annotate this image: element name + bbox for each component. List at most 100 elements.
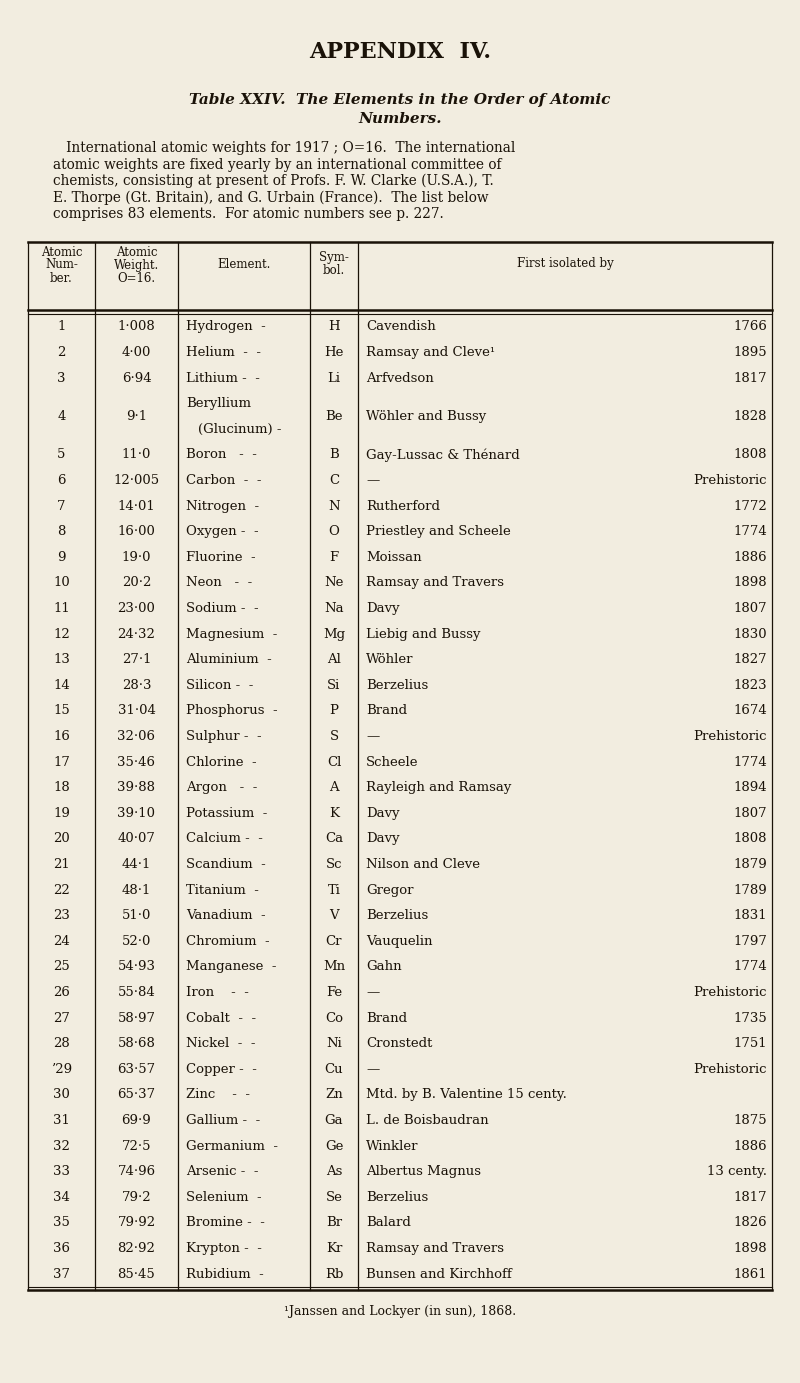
Text: Al: Al (327, 653, 341, 667)
Text: 21: 21 (53, 857, 70, 871)
Text: Element.: Element. (218, 257, 270, 271)
Text: 51·0: 51·0 (122, 909, 151, 922)
Text: 32·06: 32·06 (118, 730, 155, 743)
Text: 25: 25 (53, 960, 70, 974)
Text: Argon   -  -: Argon - - (186, 781, 258, 794)
Text: Atomic: Atomic (116, 246, 158, 259)
Text: Prehistoric: Prehistoric (694, 730, 767, 743)
Text: Si: Si (327, 679, 341, 692)
Text: Berzelius: Berzelius (366, 679, 428, 692)
Text: A: A (329, 781, 339, 794)
Text: 5: 5 (58, 448, 66, 462)
Text: H: H (328, 321, 340, 333)
Text: 20: 20 (53, 833, 70, 845)
Text: Calcium -  -: Calcium - - (186, 833, 263, 845)
Text: Cr: Cr (326, 935, 342, 947)
Text: Na: Na (324, 602, 344, 615)
Text: 3: 3 (58, 372, 66, 384)
Text: 63·57: 63·57 (118, 1064, 155, 1076)
Text: Fluorine  -: Fluorine - (186, 550, 256, 564)
Text: 69·9: 69·9 (122, 1115, 151, 1127)
Text: 14: 14 (53, 679, 70, 692)
Text: Cl: Cl (327, 755, 341, 769)
Text: 4·00: 4·00 (122, 346, 151, 360)
Text: Vauquelin: Vauquelin (366, 935, 433, 947)
Text: Germanium  -: Germanium - (186, 1140, 278, 1152)
Text: Selenium  -: Selenium - (186, 1191, 262, 1203)
Text: ’29: ’29 (51, 1064, 72, 1076)
Text: 79·92: 79·92 (118, 1217, 155, 1229)
Text: Titanium  -: Titanium - (186, 884, 259, 896)
Text: 12·005: 12·005 (114, 474, 159, 487)
Text: Co: Co (325, 1011, 343, 1025)
Text: Boron   -  -: Boron - - (186, 448, 257, 462)
Text: Davy: Davy (366, 833, 400, 845)
Text: Cavendish: Cavendish (366, 321, 436, 333)
Text: 1766: 1766 (733, 321, 767, 333)
Text: 1828: 1828 (734, 409, 767, 423)
Text: Beryllium: Beryllium (186, 397, 251, 411)
Text: Manganese  -: Manganese - (186, 960, 277, 974)
Text: 1898: 1898 (734, 1242, 767, 1256)
Text: Krypton -  -: Krypton - - (186, 1242, 262, 1256)
Text: Chromium  -: Chromium - (186, 935, 270, 947)
Text: 6·94: 6·94 (122, 372, 151, 384)
Text: 7: 7 (58, 499, 66, 513)
Text: Wöhler and Bussy: Wöhler and Bussy (366, 409, 486, 423)
Text: 9: 9 (58, 550, 66, 564)
Text: V: V (329, 909, 339, 922)
Text: 1735: 1735 (734, 1011, 767, 1025)
Text: Sodium -  -: Sodium - - (186, 602, 258, 615)
Text: Hydrogen  -: Hydrogen - (186, 321, 266, 333)
Text: Potassium  -: Potassium - (186, 806, 267, 820)
Text: 1831: 1831 (734, 909, 767, 922)
Text: Weight.: Weight. (114, 259, 159, 271)
Text: 33: 33 (53, 1166, 70, 1178)
Text: Sym-: Sym- (319, 252, 349, 264)
Text: Neon   -  -: Neon - - (186, 577, 252, 589)
Text: —: — (366, 474, 379, 487)
Text: Brand: Brand (366, 1011, 407, 1025)
Text: Table XXIV.  The Elements in the Order of Atomic: Table XXIV. The Elements in the Order of… (190, 93, 610, 106)
Text: Se: Se (326, 1191, 342, 1203)
Text: Ramsay and Cleve¹: Ramsay and Cleve¹ (366, 346, 495, 360)
Text: ber.: ber. (50, 271, 73, 285)
Text: As: As (326, 1166, 342, 1178)
Text: Bromine -  -: Bromine - - (186, 1217, 265, 1229)
Text: Kr: Kr (326, 1242, 342, 1256)
Text: 26: 26 (53, 986, 70, 999)
Text: 1898: 1898 (734, 577, 767, 589)
Text: 1817: 1817 (734, 372, 767, 384)
Text: 72·5: 72·5 (122, 1140, 151, 1152)
Text: Ga: Ga (325, 1115, 343, 1127)
Text: Zn: Zn (325, 1088, 343, 1101)
Text: 1: 1 (58, 321, 66, 333)
Text: chemists, consisting at present of Profs. F. W. Clarke (U.S.A.), T.: chemists, consisting at present of Profs… (53, 174, 494, 188)
Text: S: S (330, 730, 338, 743)
Text: Arfvedson: Arfvedson (366, 372, 434, 384)
Text: 1772: 1772 (734, 499, 767, 513)
Text: 1808: 1808 (734, 448, 767, 462)
Text: 19·0: 19·0 (122, 550, 151, 564)
Text: Num-: Num- (45, 259, 78, 271)
Text: Mtd. by B. Valentine 15 centy.: Mtd. by B. Valentine 15 centy. (366, 1088, 567, 1101)
Text: 1861: 1861 (734, 1268, 767, 1281)
Text: Balard: Balard (366, 1217, 411, 1229)
Text: Bunsen and Kirchhoff: Bunsen and Kirchhoff (366, 1268, 512, 1281)
Text: 24: 24 (53, 935, 70, 947)
Text: 30: 30 (53, 1088, 70, 1101)
Text: 1879: 1879 (734, 857, 767, 871)
Text: ¹Janssen and Lockyer (in sun), 1868.: ¹Janssen and Lockyer (in sun), 1868. (284, 1306, 516, 1318)
Text: Gregor: Gregor (366, 884, 414, 896)
Text: O=16.: O=16. (118, 271, 155, 285)
Text: Atomic: Atomic (41, 246, 82, 259)
Text: 1823: 1823 (734, 679, 767, 692)
Text: 11·0: 11·0 (122, 448, 151, 462)
Text: Carbon  -  -: Carbon - - (186, 474, 262, 487)
Text: —: — (366, 986, 379, 999)
Text: Br: Br (326, 1217, 342, 1229)
Text: 1674: 1674 (734, 704, 767, 718)
Text: 85·45: 85·45 (118, 1268, 155, 1281)
Text: Brand: Brand (366, 704, 407, 718)
Text: Helium  -  -: Helium - - (186, 346, 261, 360)
